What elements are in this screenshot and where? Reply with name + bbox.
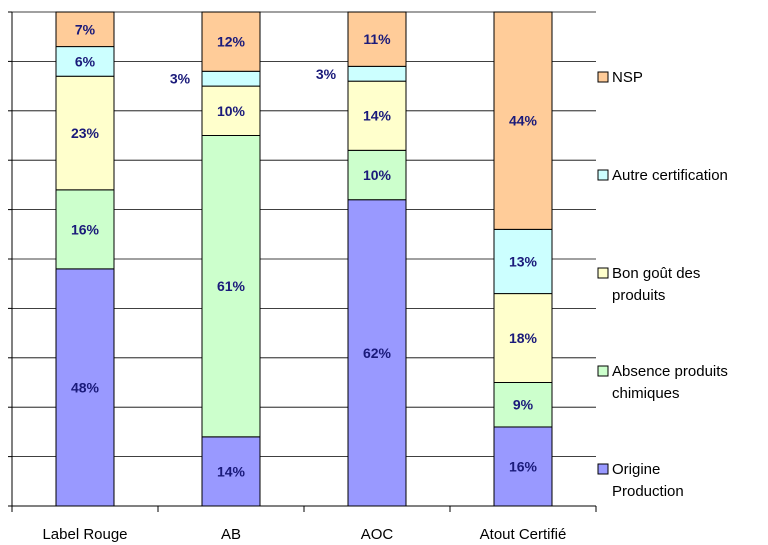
data-label: 48% bbox=[71, 379, 100, 395]
bar-segment bbox=[493, 426, 553, 507]
legend-swatch bbox=[597, 463, 609, 475]
category-label: AOC bbox=[361, 526, 394, 543]
bar-segment bbox=[201, 70, 261, 87]
data-label: 11% bbox=[363, 31, 391, 47]
bar-segment bbox=[201, 135, 261, 438]
category-label: Atout Certifié bbox=[480, 526, 567, 543]
data-label: 23% bbox=[71, 125, 100, 141]
data-label: 10% bbox=[363, 167, 392, 183]
data-label: 62% bbox=[363, 345, 392, 361]
legend-swatch bbox=[597, 71, 609, 83]
data-label: 3% bbox=[316, 66, 337, 82]
data-label: 14% bbox=[217, 463, 246, 479]
legend-label: Autre certification bbox=[612, 167, 728, 184]
bar-segment bbox=[201, 85, 261, 136]
bar-segment bbox=[493, 11, 553, 230]
legend-label: produits bbox=[612, 287, 665, 304]
data-label: 12% bbox=[217, 34, 246, 50]
bar-segment bbox=[347, 11, 407, 67]
category-label: AB bbox=[221, 526, 241, 543]
legend-swatch bbox=[597, 169, 609, 181]
data-label: 7% bbox=[75, 21, 96, 37]
bar-segment bbox=[347, 199, 407, 507]
data-label: 6% bbox=[75, 53, 96, 69]
bar-segment bbox=[201, 11, 261, 72]
data-label: 13% bbox=[509, 253, 538, 269]
legend: NSP Autre certification Bon goût des produi… bbox=[597, 69, 728, 500]
category-label: Label Rouge bbox=[42, 526, 127, 543]
data-label: 44% bbox=[509, 113, 538, 129]
data-labels: 48% 16% 23% 6% 7% 14% 61% 10% 3% 12% 62% 10% 14% 3% 11… bbox=[71, 21, 538, 479]
category-labels: Label Rouge AB AOC Atout Certifié bbox=[42, 526, 566, 543]
legend-label: Bon goût des bbox=[612, 265, 700, 282]
data-label: 16% bbox=[71, 221, 100, 237]
bar-segment bbox=[493, 382, 553, 428]
bar-segment bbox=[347, 149, 407, 201]
data-label: 10% bbox=[217, 103, 246, 119]
bar-segment bbox=[55, 268, 115, 507]
data-label: 9% bbox=[513, 397, 534, 413]
legend-label: chimiques bbox=[612, 385, 680, 402]
bar-segment bbox=[347, 65, 407, 82]
data-label: 18% bbox=[509, 330, 538, 346]
data-label: 3% bbox=[170, 71, 191, 87]
bar-segment bbox=[55, 75, 115, 191]
bars bbox=[55, 11, 553, 507]
bar-segment bbox=[347, 80, 407, 151]
legend-label: Production bbox=[612, 483, 684, 500]
legend-swatch bbox=[597, 365, 609, 377]
data-label: 14% bbox=[363, 108, 392, 124]
legend-label: NSP bbox=[612, 69, 643, 86]
legend-swatch bbox=[597, 267, 609, 279]
bar-segment bbox=[55, 11, 115, 48]
data-label: 16% bbox=[509, 458, 538, 474]
legend-label: Absence produits bbox=[612, 363, 728, 380]
legend-label: Origine bbox=[612, 461, 660, 478]
bar-segment bbox=[201, 436, 261, 507]
bar-segment bbox=[55, 189, 115, 270]
data-label: 61% bbox=[217, 278, 246, 294]
bar-segment bbox=[493, 228, 553, 295]
